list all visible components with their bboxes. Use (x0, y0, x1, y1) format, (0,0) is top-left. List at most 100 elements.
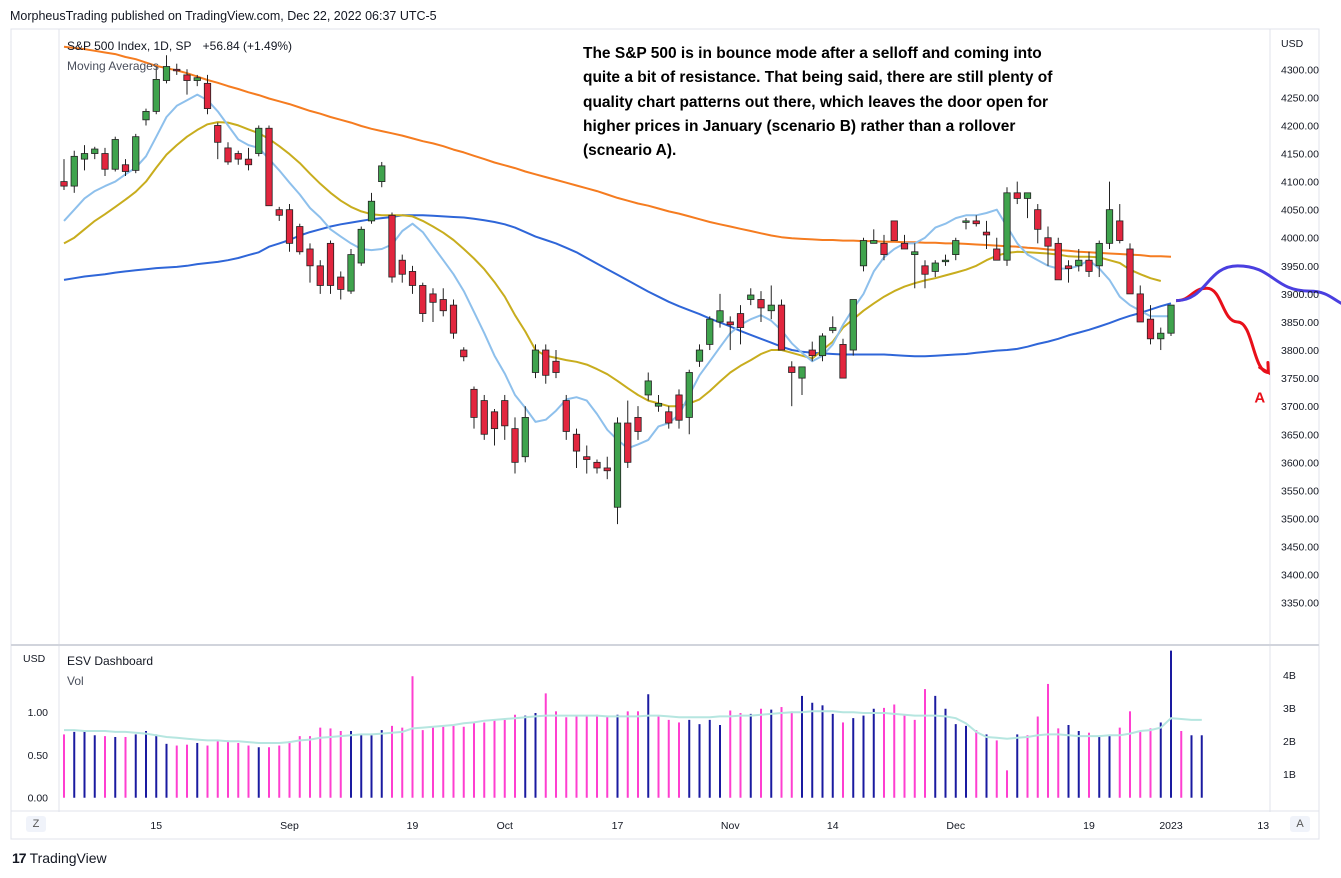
candle-body (706, 318, 714, 345)
candle-body (859, 240, 868, 267)
candle-body (142, 111, 150, 121)
candle-body (552, 360, 560, 373)
price-change: +56.84 (+1.49%) (202, 39, 293, 53)
candle-body (962, 220, 970, 223)
candle-body (993, 248, 1001, 261)
candle-body (1116, 220, 1124, 241)
candle-body (316, 265, 324, 286)
candle-body (367, 200, 376, 222)
candle-body (460, 349, 468, 358)
candle-body (480, 400, 488, 435)
volume-sub-legend[interactable]: Vol (67, 674, 84, 688)
candle-body (224, 147, 232, 163)
candle-body (1023, 192, 1032, 199)
candle-body (275, 209, 283, 216)
candle-body (1146, 318, 1155, 340)
candle-body (1157, 332, 1165, 340)
candle-body (931, 262, 939, 272)
timezone-button[interactable]: Z (26, 816, 46, 832)
candle-body (757, 299, 765, 309)
candle-body (296, 226, 304, 253)
candle-body (1085, 259, 1093, 272)
indicator-legend[interactable]: Moving Averages (67, 59, 159, 73)
candle-body (613, 422, 622, 508)
candle-body (870, 240, 878, 244)
candle-body (695, 349, 704, 362)
volume-right-tick-label: 1B (1283, 769, 1296, 781)
price-tick-label: 3400.00 (1281, 570, 1319, 582)
candle-body (173, 68, 181, 72)
volume-unit-label: USD (23, 653, 46, 665)
scenario-a-arrowhead (1258, 361, 1271, 376)
candle-body (285, 209, 294, 244)
time-tick-label: Oct (497, 820, 513, 832)
candle-body (193, 77, 201, 81)
footer-brand[interactable]: 17 TradingView (12, 850, 107, 866)
candle-body (747, 294, 755, 300)
volume-tick-label: 1.00 (28, 707, 49, 719)
volume-right-tick-label: 4B (1283, 670, 1296, 682)
volume-average-line (64, 710, 1202, 744)
candlestick-series (60, 55, 1175, 525)
scenario-arrows: AB (1176, 264, 1341, 406)
candle-body (572, 433, 581, 452)
candle-body (654, 402, 663, 407)
candle-body (521, 417, 529, 458)
candle-body (829, 327, 837, 331)
candle-body (1095, 242, 1103, 267)
candle-body (767, 304, 775, 312)
price-tick-label: 3500.00 (1281, 513, 1319, 525)
candle-body (388, 214, 396, 278)
price-tick-label: 3800.00 (1281, 345, 1319, 357)
candle-body (255, 127, 263, 154)
candle-body (839, 344, 847, 379)
candle-body (419, 285, 427, 314)
candle-body (378, 165, 386, 182)
candle-body (234, 153, 242, 160)
outer-border (10, 28, 1320, 840)
candle-body (798, 366, 806, 379)
price-tick-label: 3950.00 (1281, 261, 1319, 273)
candle-body (911, 251, 919, 255)
candle-body (880, 242, 888, 255)
time-tick-label: 19 (1083, 820, 1095, 832)
scenario-a-path (1176, 286, 1269, 374)
candle-body (716, 310, 724, 323)
candle-body (70, 155, 78, 187)
candle-body (101, 153, 109, 170)
auto-scale-button[interactable]: A (1290, 816, 1310, 832)
candle-body (726, 321, 734, 326)
candle-body (665, 411, 673, 424)
symbol-legend[interactable]: S&P 500 Index, 1D, SP +56.84 (+1.49%) (67, 39, 292, 53)
candle-body (982, 231, 991, 236)
moving-average-line (63, 214, 1172, 358)
price-tick-label: 3450.00 (1281, 542, 1319, 554)
price-tick-label: 4200.00 (1281, 120, 1319, 132)
candle-body (1167, 304, 1175, 334)
candle-body (777, 304, 786, 351)
volume-series (63, 650, 1203, 798)
symbol-name: S&P 500 Index, 1D, SP (67, 39, 192, 53)
candle-body (1136, 293, 1144, 323)
candle-body (890, 220, 898, 241)
volume-tick-label: 0.00 (28, 793, 49, 805)
candle-body (685, 372, 693, 418)
time-tick-label: Nov (721, 820, 740, 832)
candle-body (152, 79, 160, 112)
candle-body (203, 82, 212, 110)
price-tick-label: 4000.00 (1281, 233, 1319, 245)
candle-body (736, 313, 745, 328)
scenario-a-label: A (1254, 389, 1265, 406)
candle-body (470, 388, 478, 418)
volume-indicator-legend[interactable]: ESV Dashboard (67, 654, 154, 668)
candle-body (398, 259, 406, 275)
time-tick-label: 2023 (1159, 820, 1183, 832)
candle-body (347, 254, 355, 292)
candle-body (80, 153, 89, 160)
price-tick-label: 4150.00 (1281, 149, 1319, 161)
volume-tick-label: 0.50 (28, 750, 49, 762)
time-tick-label: 14 (827, 820, 839, 832)
time-tick-label: 17 (612, 820, 624, 832)
time-tick-label: 15 (150, 820, 162, 832)
